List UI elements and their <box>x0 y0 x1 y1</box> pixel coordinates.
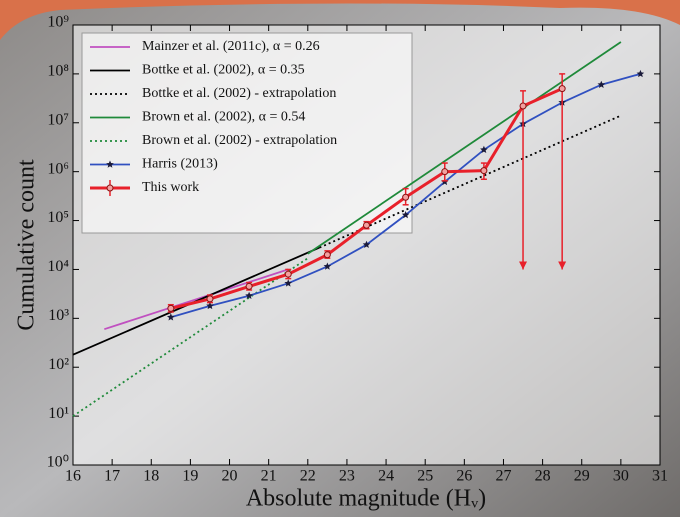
point <box>519 102 527 110</box>
x-tick-label: 29 <box>574 468 590 485</box>
legend-label: Harris (2013) <box>142 157 218 172</box>
legend-box <box>81 32 413 234</box>
legend-label: Brown et al. (2002), α = 0.54 <box>142 110 305 125</box>
point <box>323 262 332 270</box>
y-axis-label: Cumulative count <box>14 159 40 331</box>
x-tick-label: 26 <box>456 468 472 485</box>
x-tick-label: 30 <box>613 468 629 485</box>
x-tick-label: 27 <box>495 468 511 485</box>
x-tick-label: 19 <box>182 468 198 485</box>
legend-marker <box>106 184 114 192</box>
point <box>323 251 331 259</box>
error-arrow <box>558 261 567 270</box>
legend-marker <box>106 160 114 168</box>
series-line <box>104 268 289 331</box>
error-arrow <box>519 261 528 270</box>
y-tick-label: 10⁸ <box>47 63 69 80</box>
point <box>206 301 214 310</box>
point <box>245 282 253 290</box>
legend-label: Mainzer et al. (2011c), α = 0.26 <box>142 39 320 54</box>
point <box>480 167 488 175</box>
x-tick-label: 18 <box>143 468 159 485</box>
x-tick-label: 28 <box>535 468 551 485</box>
point <box>597 80 606 88</box>
point <box>362 240 371 248</box>
series-line <box>72 257 309 417</box>
y-tick-label: 10² <box>48 356 69 373</box>
x-tick-label: 31 <box>652 468 668 485</box>
series-line <box>307 41 622 255</box>
y-tick-label: 10⁰ <box>47 454 69 471</box>
y-tick-label: 10¹ <box>48 405 69 422</box>
y-tick-label: 10⁵ <box>47 209 69 226</box>
point <box>284 270 292 278</box>
y-tick-label: 10³ <box>48 307 69 324</box>
point <box>558 85 566 93</box>
point <box>284 279 292 287</box>
legend-label: This work <box>142 180 199 195</box>
x-tick-label: 24 <box>378 468 394 485</box>
point <box>480 145 488 153</box>
y-tick-label: 10⁶ <box>47 160 69 177</box>
y-tick-label: 10⁷ <box>47 111 69 128</box>
legend-label: Bottke et al. (2002) - extrapolation <box>142 86 336 101</box>
x-tick-label: 20 <box>222 468 238 485</box>
x-tick-label: 17 <box>104 468 120 485</box>
y-tick-label: 10⁴ <box>47 258 69 275</box>
point <box>402 193 410 201</box>
x-axis-label: Absolute magnitude (Hᵥ) <box>246 486 486 512</box>
y-tick-label: 10⁹ <box>47 14 69 31</box>
x-tick-label: 21 <box>261 468 277 485</box>
top-band <box>0 0 680 40</box>
point <box>245 291 253 299</box>
legend-label: Brown et al. (2002) - extrapolation <box>142 133 337 148</box>
point <box>441 168 449 176</box>
point <box>206 295 214 303</box>
point <box>167 304 175 312</box>
legend-label: Bottke et al. (2002), α = 0.35 <box>142 63 305 78</box>
x-tick-label: 23 <box>339 468 355 485</box>
point <box>167 313 175 321</box>
point <box>636 69 645 78</box>
point <box>401 211 410 219</box>
x-tick-label: 22 <box>300 468 316 485</box>
x-tick-label: 25 <box>417 468 433 485</box>
x-tick-label: 16 <box>65 468 81 485</box>
point <box>363 221 370 229</box>
